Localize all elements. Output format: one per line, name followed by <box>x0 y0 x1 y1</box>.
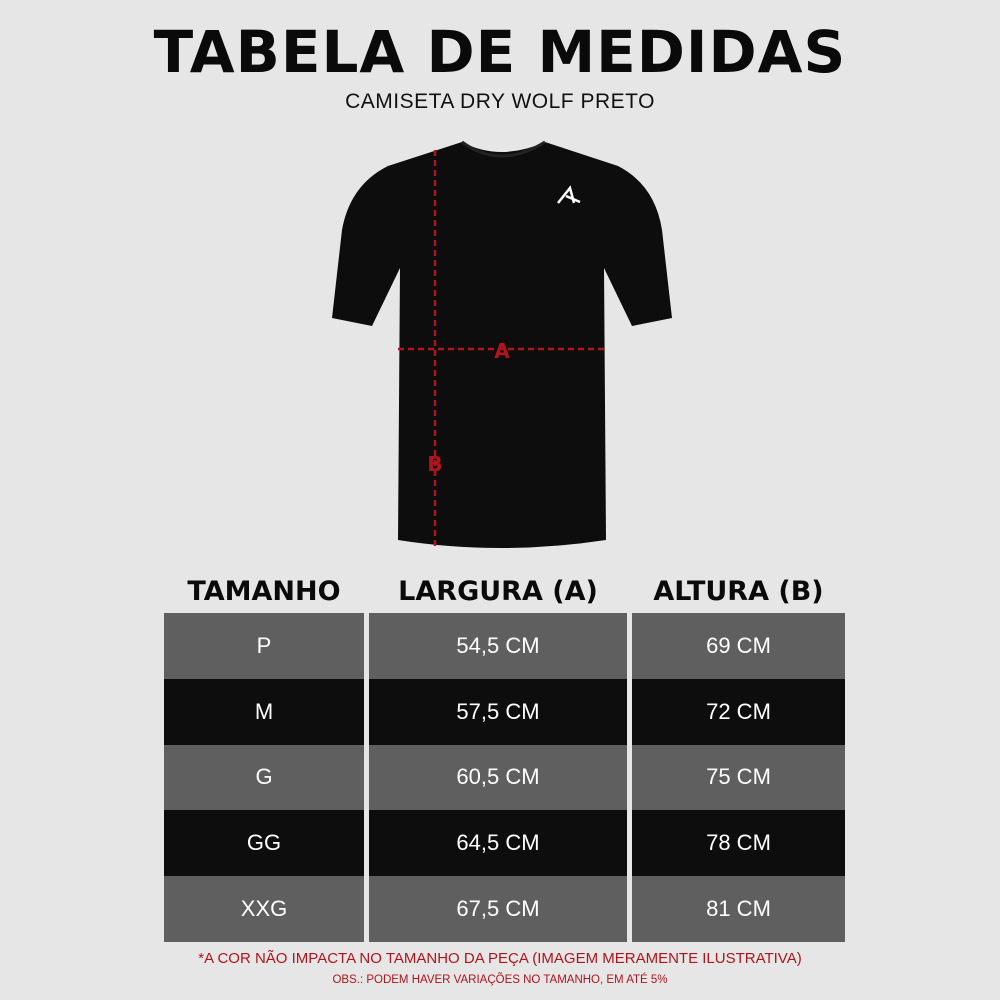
table-cell: G <box>164 744 364 811</box>
table-cell: M <box>164 678 364 745</box>
table-cell: 72 CM <box>632 678 845 745</box>
table-cell: 69 CM <box>632 613 845 679</box>
label-a: A <box>494 339 510 363</box>
table-cell: 64,5 CM <box>369 810 627 877</box>
table-cell: 81 CM <box>632 876 845 942</box>
table-cell: 78 CM <box>632 810 845 877</box>
brand-logo-icon <box>557 185 581 204</box>
table-cell: 75 CM <box>632 744 845 811</box>
tshirt-shape <box>332 142 672 548</box>
product-subtitle: CAMISETA DRY WOLF PRETO <box>345 90 655 113</box>
table-cell: 60,5 CM <box>369 744 627 811</box>
table-cell: XXG <box>164 876 364 942</box>
page-title: TABELA DE MEDIDAS <box>153 18 847 86</box>
header-altura: ALTURA (B) <box>653 576 824 607</box>
header-tamanho: TAMANHO <box>187 576 341 607</box>
table-cell: P <box>164 613 364 679</box>
table-cell: 57,5 CM <box>369 678 627 745</box>
color-disclaimer: *A COR NÃO IMPACTA NO TAMANHO DA PEÇA (I… <box>198 950 802 967</box>
table-cell: GG <box>164 810 364 877</box>
table-cell: 54,5 CM <box>369 613 627 679</box>
label-b: B <box>427 452 442 476</box>
header-largura: LARGURA (A) <box>398 576 598 607</box>
variation-disclaimer: OBS.: PODEM HAVER VARIAÇÕES NO TAMANHO, … <box>332 974 668 986</box>
table-cell: 67,5 CM <box>369 876 627 942</box>
column-tamanho: P M G GG XXG <box>164 613 364 942</box>
column-altura: 69 CM 72 CM 75 CM 78 CM 81 CM <box>632 613 845 942</box>
column-largura: 54,5 CM 57,5 CM 60,5 CM 64,5 CM 67,5 CM <box>369 613 627 942</box>
tshirt-diagram: A B <box>332 140 672 548</box>
collar <box>461 140 546 158</box>
